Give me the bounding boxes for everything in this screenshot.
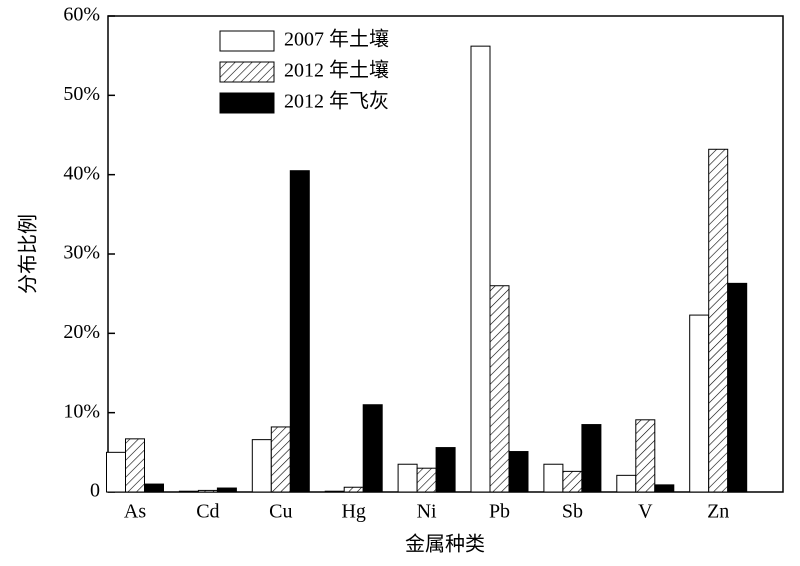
bar — [727, 282, 748, 493]
legend-label: 2012 年土壤 — [284, 59, 389, 82]
bar — [324, 490, 345, 493]
legend-label: 2012 年飞灰 — [284, 90, 389, 113]
y-tick-label: 0 — [90, 480, 100, 502]
bar — [470, 45, 491, 493]
bar — [216, 487, 237, 493]
bar — [270, 426, 291, 493]
bar — [489, 285, 510, 493]
y-tick-label: 40% — [63, 162, 100, 184]
x-tick-label: Hg — [341, 501, 365, 523]
x-tick-label: Sb — [562, 501, 583, 523]
x-tick-label: As — [124, 501, 146, 523]
bar — [562, 470, 583, 493]
bar — [635, 419, 656, 493]
bar — [251, 439, 272, 493]
bar — [543, 463, 564, 493]
y-tick-label: 20% — [63, 321, 100, 343]
bar — [178, 490, 199, 493]
bar — [581, 424, 602, 493]
y-tick-label: 60% — [63, 4, 100, 26]
legend-label: 2007 年土壤 — [284, 28, 389, 51]
bar — [616, 474, 637, 493]
bar — [689, 314, 710, 493]
y-tick-label: 30% — [63, 242, 100, 264]
legend-swatch — [219, 30, 275, 52]
bar — [435, 447, 456, 493]
legend-swatch — [219, 92, 275, 114]
bar — [416, 467, 437, 493]
bar — [508, 451, 529, 493]
x-tick-label: Pb — [489, 501, 510, 523]
bar — [343, 486, 364, 493]
y-tick-label: 10% — [63, 400, 100, 422]
bar — [106, 451, 126, 493]
legend-swatch — [219, 61, 275, 83]
bar — [397, 463, 418, 493]
bar — [708, 148, 729, 493]
x-tick-label: Zn — [707, 501, 729, 523]
x-axis-label: 金属种类 — [405, 533, 485, 556]
bar — [125, 438, 145, 493]
bar — [197, 489, 218, 493]
bar — [362, 404, 383, 493]
x-tick-label: Cd — [196, 501, 219, 523]
x-tick-label: Ni — [417, 501, 437, 523]
plot-frame — [107, 15, 784, 493]
y-axis-label: 分布比例 — [17, 214, 40, 294]
x-tick-label: Cu — [269, 501, 292, 523]
bar — [144, 483, 164, 493]
bar — [289, 170, 310, 493]
y-tick-label: 50% — [63, 83, 100, 105]
bar — [654, 484, 675, 493]
x-tick-label: V — [638, 501, 653, 523]
